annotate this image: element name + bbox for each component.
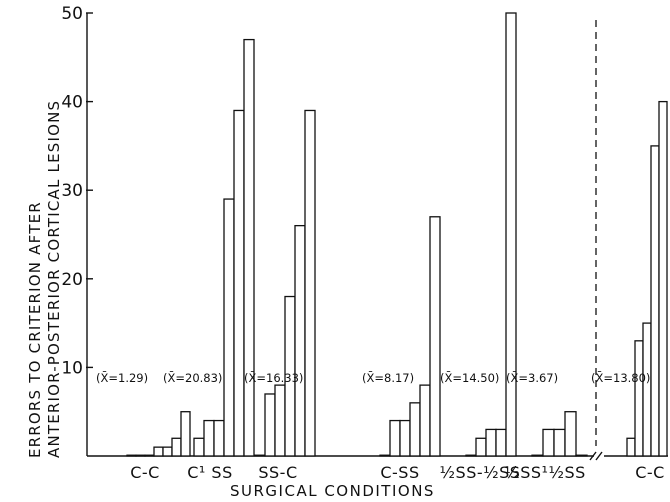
bar [642, 322, 652, 457]
bar [485, 428, 497, 457]
bar [135, 454, 146, 457]
axes: 10 20 30 40 50 [61, 4, 668, 461]
bar [475, 437, 487, 457]
bar [495, 428, 507, 457]
y-tick-label: 30 [61, 181, 83, 201]
bar [274, 384, 286, 457]
mean-label: (X̄=13.80) [591, 371, 650, 385]
axis-break-mark [589, 451, 597, 461]
bars-layer [126, 12, 668, 457]
y-tick-label: 40 [61, 93, 83, 113]
mean-label: (X̄=8.17) [362, 371, 414, 385]
bar [505, 12, 517, 457]
group-label: C¹ SS [187, 463, 232, 482]
bar [575, 454, 588, 457]
group-label: SS-C [258, 463, 297, 482]
bar-group [465, 12, 517, 457]
bar [399, 419, 411, 457]
bar [389, 419, 401, 457]
bar [171, 437, 182, 457]
bar [254, 454, 266, 457]
bar [233, 109, 245, 457]
bar-group [626, 100, 668, 457]
bar [542, 428, 555, 457]
bar [304, 109, 316, 457]
mean-label: (X̄=20.83) [163, 371, 222, 385]
mean-label: (X̄=14.50) [440, 371, 499, 385]
bar [658, 100, 668, 457]
bar [294, 224, 306, 457]
bar [409, 402, 421, 457]
bar [626, 437, 636, 457]
bar [213, 419, 225, 457]
bar [193, 437, 205, 457]
bar [144, 454, 155, 457]
y-axis-title-line-1: ERRORS TO CRITERION AFTER [26, 201, 44, 458]
bar [162, 446, 173, 457]
bar [465, 454, 477, 457]
bar-group [531, 411, 588, 457]
y-tick-label: 50 [61, 4, 83, 24]
bar [531, 454, 544, 457]
bar [203, 419, 215, 457]
bar [153, 446, 164, 457]
y-tick-label: 10 [61, 358, 83, 378]
mean-label: (X̄=16.33) [244, 371, 303, 385]
group-label: ½SS¹½SS [504, 463, 586, 482]
bar [634, 340, 644, 457]
y-axis-title-line-2: ANTERIOR-POSTERIOR CORTICAL LESIONS [45, 100, 63, 458]
bar [564, 411, 577, 457]
bar [429, 216, 441, 457]
bar [553, 428, 566, 457]
bar [243, 38, 255, 457]
bar [223, 198, 235, 457]
bar-group [254, 109, 316, 457]
labels-layer: C-C (X̄=1.29) C¹ SS (X̄=20.83) SS-C (X̄=16.33… [96, 371, 665, 482]
bar [180, 411, 191, 457]
group-label: C-C [635, 463, 665, 482]
bar [419, 384, 431, 457]
axis-break-mark [595, 451, 603, 461]
mean-label: (X̄=3.67) [506, 371, 558, 385]
mean-label: (X̄=1.29) [96, 371, 148, 385]
bar-group [126, 411, 191, 457]
group-label: C-SS [380, 463, 419, 482]
group-label: C-C [130, 463, 160, 482]
bar [379, 454, 391, 457]
y-tick-label: 20 [61, 270, 83, 290]
bar [650, 145, 660, 457]
bar-group [193, 38, 255, 457]
bar [126, 454, 137, 457]
x-axis-title: SURGICAL CONDITIONS [230, 482, 435, 500]
group-label: ½SS-½SS [440, 463, 521, 482]
bar [264, 393, 276, 457]
bar-group [379, 216, 441, 457]
